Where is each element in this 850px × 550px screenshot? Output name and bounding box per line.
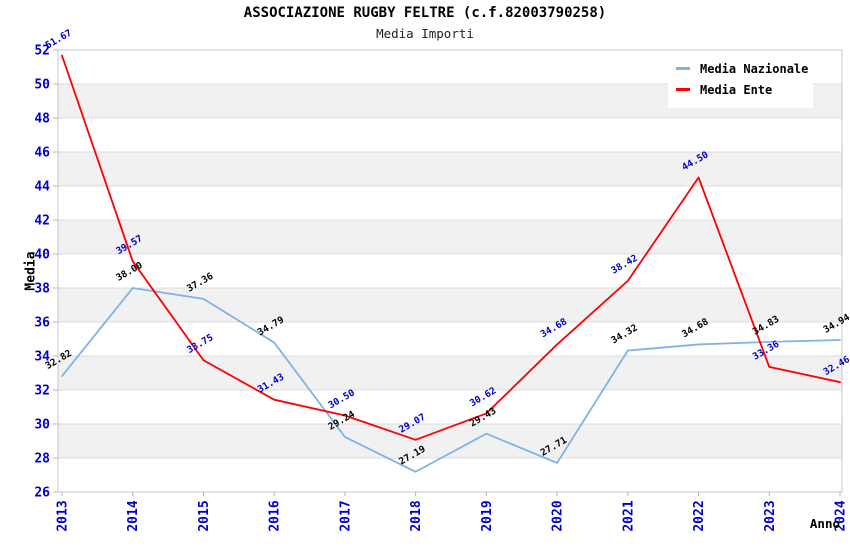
y-tick-label: 42: [34, 214, 50, 229]
series-line-media-nazionale: [61, 287, 841, 473]
legend-label: Media Nazionale: [700, 61, 809, 76]
series-line-media-ente: [61, 54, 841, 441]
chart-title: ASSOCIAZIONE RUGBY FELTRE (c.f.820037902…: [243, 5, 607, 21]
legend-item: Media Ente: [676, 79, 805, 100]
y-tick-label: 46: [34, 146, 50, 161]
y-tick-label: 48: [34, 112, 50, 127]
legend-swatch-media-ente: [676, 88, 690, 91]
data-label: 51.67: [44, 28, 74, 52]
legend-label: Media Ente: [700, 82, 773, 97]
x-tick-label: 2019: [480, 500, 495, 531]
data-label: 38.00: [114, 260, 145, 284]
chart-subtitle: Media Importi: [376, 26, 474, 41]
x-tick-label: 2014: [126, 500, 141, 531]
x-tick-label: 2022: [692, 500, 707, 531]
data-label: 30.50: [327, 387, 358, 411]
y-tick-label: 32: [34, 384, 50, 399]
y-tick-label: 40: [34, 248, 50, 263]
data-label: 38.42: [609, 253, 639, 277]
y-axis-title: Media: [23, 251, 39, 291]
y-tick-label: 38: [34, 282, 50, 297]
legend-item: Media Nazionale: [676, 58, 809, 79]
y-tick-label: 34: [34, 350, 50, 365]
x-tick-label: 2021: [621, 500, 636, 531]
plot-band: [58, 356, 842, 390]
x-axis-title: Anno: [809, 516, 840, 531]
legend-swatch-media-nazionale: [676, 67, 690, 70]
plot-band: [58, 288, 842, 322]
x-tick-label: 2013: [56, 500, 71, 531]
data-label: 33.75: [185, 332, 216, 356]
legend: Media Nazionale Media Ente: [668, 52, 813, 108]
y-tick-label: 36: [34, 316, 50, 331]
plot-band: [58, 220, 842, 254]
data-label: 34.32: [609, 322, 639, 346]
plot-band: [58, 152, 842, 186]
x-tick-label: 2016: [268, 500, 283, 531]
x-tick-label: 2018: [409, 500, 424, 531]
y-tick-label: 26: [34, 486, 50, 501]
y-tick-label: 44: [34, 180, 50, 195]
plot-border: [57, 49, 843, 493]
x-tick-label: 2023: [763, 500, 778, 531]
x-tick-label: 2015: [197, 500, 212, 531]
y-tick-label: 30: [34, 418, 50, 433]
x-tick-label: 2017: [338, 500, 353, 531]
y-tick-label: 50: [34, 78, 50, 93]
x-tick-label: 2024: [834, 500, 849, 531]
x-tick-label: 2020: [551, 500, 566, 531]
y-tick-label: 28: [34, 452, 50, 467]
y-tick-label: 52: [34, 44, 50, 59]
